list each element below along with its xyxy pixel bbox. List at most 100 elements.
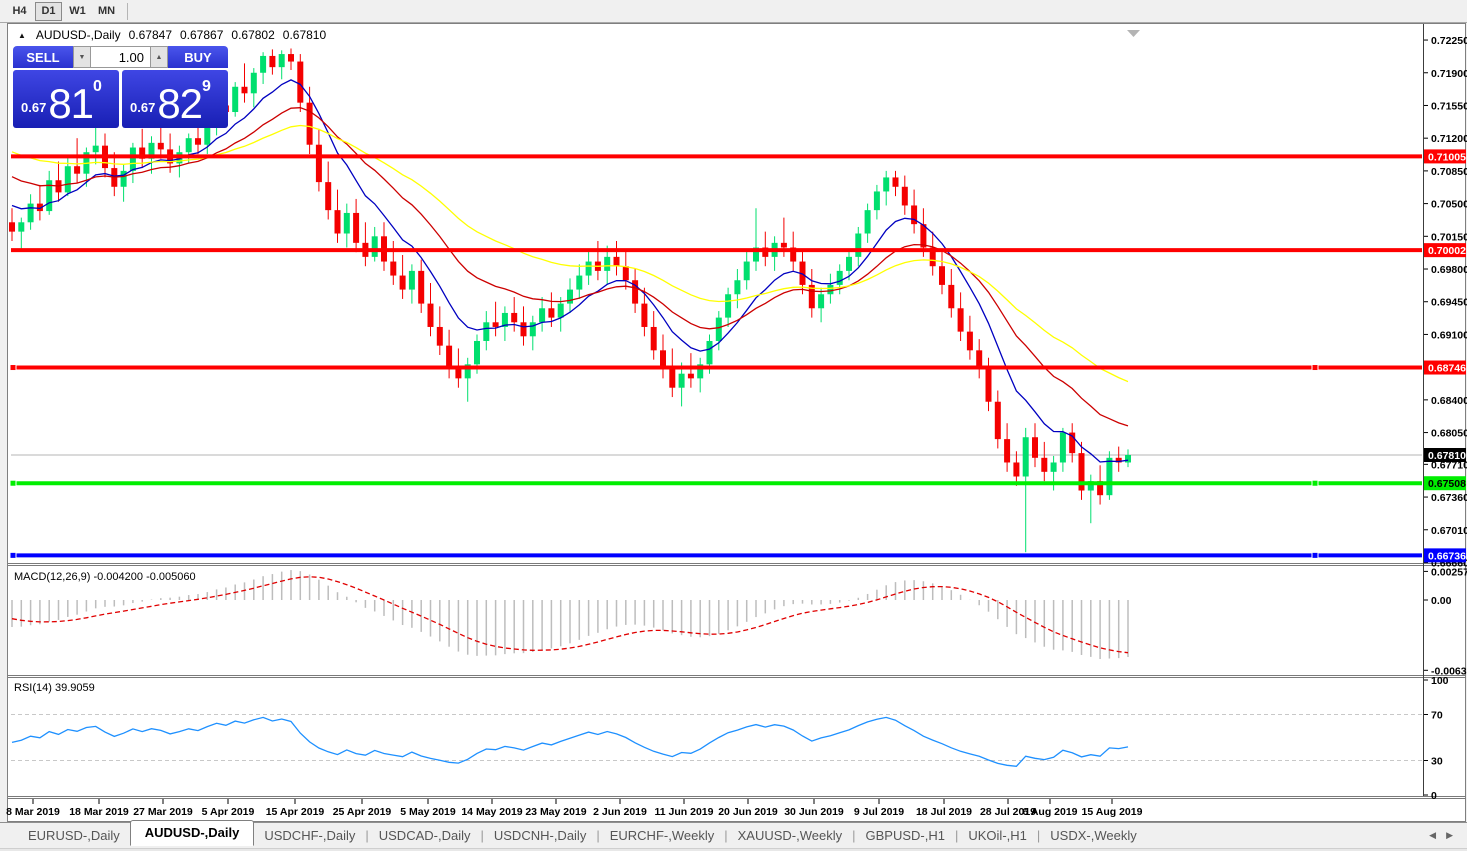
candle-body — [241, 86, 248, 94]
rsi-line — [11, 716, 1129, 767]
candle-body — [743, 261, 750, 281]
date-axis-label[interactable]: 28 Jul 2019 — [980, 806, 1036, 818]
rsi-axis-tick-label[interactable]: 30 — [1431, 756, 1443, 768]
date-axis-label[interactable]: 30 Jun 2019 — [784, 806, 844, 818]
date-axis-label[interactable]: 25 Apr 2019 — [333, 806, 392, 818]
sell-button[interactable]: SELL — [13, 46, 73, 68]
date-axis-label[interactable]: 5 Apr 2019 — [202, 806, 255, 818]
candle-body — [883, 177, 890, 192]
price-axis-tick-label[interactable]: 0.68400 — [1431, 395, 1467, 407]
date-axis-label[interactable]: 27 Mar 2019 — [133, 806, 193, 818]
price-axis-tick-label[interactable]: 0.69800 — [1431, 264, 1467, 276]
price-axis-tick-label[interactable]: 0.71200 — [1431, 133, 1467, 145]
candle-body — [232, 86, 239, 113]
line-handle-left[interactable] — [9, 551, 17, 559]
candle-body — [306, 102, 313, 145]
price-axis-tick-label[interactable]: 0.70500 — [1431, 199, 1467, 211]
date-axis-label[interactable]: 14 May 2019 — [461, 806, 522, 818]
candle-body — [957, 308, 964, 332]
date-axis-label[interactable]: 20 Jun 2019 — [718, 806, 778, 818]
candle-body — [827, 284, 834, 295]
candle-body — [353, 212, 360, 243]
line-handle-right[interactable] — [1311, 551, 1319, 559]
ohlc-low: 0.67802 — [231, 28, 275, 42]
candle-body — [185, 138, 192, 153]
price-axis-tick-label[interactable]: 0.69100 — [1431, 329, 1467, 341]
date-axis-label[interactable]: 9 Jul 2019 — [854, 806, 904, 818]
spinner-down-icon: ▼ — [78, 53, 86, 61]
date-axis-label[interactable]: 23 May 2019 — [525, 806, 586, 818]
timeframe-button-w1[interactable]: W1 — [69, 5, 86, 17]
price-axis-tick-label[interactable]: 0.71900 — [1431, 68, 1467, 80]
tab-scroll-left-icon[interactable]: ◀ — [1429, 830, 1437, 840]
tab-usdchf-daily[interactable]: USDCHF-,Daily — [264, 828, 356, 843]
price-axis-tick-label[interactable]: 0.70850 — [1431, 166, 1467, 178]
sell-price-box[interactable]: 0.67 81 0 — [13, 70, 119, 128]
line-handle-left[interactable] — [9, 364, 17, 372]
price-axis-tick-label[interactable]: 0.70150 — [1431, 231, 1467, 243]
timeframe-button-mn[interactable]: MN — [98, 5, 116, 17]
chart-shift-marker-icon[interactable] — [1127, 30, 1140, 37]
tab-usdcad-daily[interactable]: USDCAD-,Daily — [378, 828, 471, 843]
one-click-panel-arrow-icon[interactable]: ▲ — [18, 30, 26, 40]
timeframe-button-h4[interactable]: H4 — [12, 5, 27, 17]
ohlc-open: 0.67847 — [128, 28, 172, 42]
timeframe-button-d1[interactable]: D1 — [35, 1, 62, 21]
candle-body — [204, 124, 211, 145]
date-axis-label[interactable]: 15 Aug 2019 — [1082, 806, 1143, 818]
price-axis-tick-label[interactable]: 0.69450 — [1431, 297, 1467, 309]
candle-body — [129, 147, 136, 171]
candle-body — [1013, 462, 1020, 477]
date-axis-label[interactable]: 11 Jun 2019 — [655, 806, 714, 818]
tab-separator: | — [1036, 828, 1041, 843]
volume-input[interactable] — [91, 46, 150, 68]
tab-ukoil-h1[interactable]: UKOil-,H1 — [968, 828, 1027, 843]
price-axis-tick-label[interactable]: 0.67010 — [1431, 525, 1467, 537]
rsi-axis-tick-label[interactable]: 0 — [1431, 790, 1437, 802]
price-axis-tick-label[interactable]: 0.71550 — [1431, 100, 1467, 112]
date-axis-label[interactable]: 5 May 2019 — [400, 806, 456, 818]
date-axis-label[interactable]: 15 Apr 2019 — [266, 806, 325, 818]
candle-body — [27, 203, 34, 223]
date-axis-label[interactable]: 2 Jun 2019 — [593, 806, 647, 818]
volume-increase-button[interactable]: ▲ — [150, 46, 168, 68]
macd-axis-tick-label[interactable]: -0.006326 — [1431, 665, 1467, 677]
candle-body — [669, 369, 676, 388]
tab-usdcnh-daily[interactable]: USDCNH-,Daily — [493, 828, 587, 843]
rsi-axis-tick-label[interactable]: 100 — [1431, 675, 1449, 687]
price-axis-tick-label[interactable]: 0.67360 — [1431, 492, 1467, 504]
price-axis-tick-label[interactable]: 0.67710 — [1431, 459, 1467, 471]
price-axis-tick-label[interactable]: 0.72250 — [1431, 35, 1467, 47]
candle-body — [1069, 432, 1076, 454]
candle-body — [604, 256, 611, 271]
date-axis-label[interactable]: 18 Mar 2019 — [69, 806, 129, 818]
line-handle-left[interactable] — [9, 479, 17, 487]
status-strip — [0, 848, 1467, 851]
date-axis-label[interactable]: 6 Aug 2019 — [1022, 806, 1077, 818]
rsi-axis-tick-label[interactable]: 70 — [1431, 710, 1443, 722]
macd-axis-tick-label[interactable]: 0.00 — [1431, 595, 1452, 607]
tab-xauusd-weekly[interactable]: XAUUSD-,Weekly — [737, 828, 843, 843]
candle-body — [539, 308, 546, 323]
line-handle-right[interactable] — [1311, 479, 1319, 487]
tab-audusd-daily[interactable]: AUDUSD-,Daily — [129, 820, 255, 846]
tab-eurusd-daily[interactable]: EURUSD-,Daily — [28, 828, 120, 843]
tab-scroll-right-icon[interactable]: ▶ — [1446, 830, 1453, 840]
line-handle-right[interactable] — [1311, 364, 1319, 372]
candle-body — [9, 222, 15, 232]
buy-button[interactable]: BUY — [168, 46, 228, 68]
tab-gbpusd-h1[interactable]: GBPUSD-,H1 — [865, 828, 945, 843]
price-axis-tick-label[interactable]: 0.68050 — [1431, 428, 1467, 440]
macd-axis-tick-label[interactable]: 0.002574 — [1431, 566, 1467, 578]
tab-usdx-weekly[interactable]: USDX-,Weekly — [1050, 828, 1137, 843]
candle-body — [808, 284, 815, 309]
volume-decrease-button[interactable]: ▼ — [73, 46, 91, 68]
tab-eurchf-weekly[interactable]: EURCHF-,Weekly — [609, 828, 715, 843]
candle-body — [250, 72, 257, 94]
candle-body — [873, 191, 880, 211]
candle-body — [641, 303, 648, 327]
date-axis-label[interactable]: 18 Jul 2019 — [916, 806, 972, 818]
date-axis-label[interactable]: 8 Mar 2019 — [6, 806, 60, 818]
buy-price-box[interactable]: 0.67 82 9 — [122, 70, 228, 128]
